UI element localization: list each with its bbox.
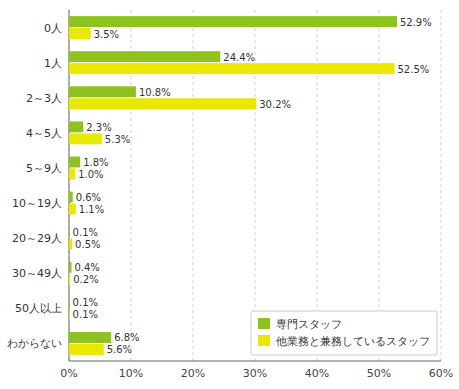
bar: [69, 309, 70, 320]
y-tick-label: 5～9人: [26, 162, 62, 175]
grid: [69, 10, 441, 361]
bar: [69, 168, 75, 179]
data-label: 5.3%: [105, 134, 130, 145]
x-tick-label: 20%: [181, 367, 205, 380]
bar: [69, 297, 70, 308]
y-axis-line: [69, 10, 70, 361]
bar: [69, 86, 136, 97]
data-label: 52.5%: [398, 64, 430, 75]
x-tick-label: 40%: [305, 367, 329, 380]
data-label: 52.9%: [400, 17, 432, 28]
data-label: 0.6%: [76, 192, 101, 203]
grid-line: [131, 10, 132, 361]
y-tick-label: 2～3人: [26, 92, 62, 105]
data-label: 3.5%: [94, 29, 119, 40]
bar: [69, 157, 80, 168]
grid-line: [317, 10, 318, 361]
y-tick-label: 30～49人: [12, 267, 62, 280]
grid-line: [69, 10, 70, 361]
data-label: 0.1%: [73, 309, 98, 320]
data-label: 30.2%: [259, 99, 291, 110]
data-label: 0.5%: [75, 239, 100, 250]
x-tick-label: 0%: [60, 367, 77, 380]
y-tick-label: 1人: [44, 57, 62, 70]
bar: [69, 16, 397, 27]
bar: [69, 121, 83, 132]
data-label: 6.8%: [114, 332, 139, 343]
data-label: 2.3%: [86, 122, 111, 133]
bar: [69, 51, 220, 62]
bars: [69, 16, 397, 355]
data-label: 0.1%: [73, 227, 98, 238]
data-label: 0.2%: [73, 274, 98, 285]
grid-line: [441, 10, 442, 361]
data-label: 0.1%: [73, 297, 98, 308]
data-label: 24.4%: [223, 52, 255, 63]
x-tick-label: 60%: [429, 367, 453, 380]
bar: [69, 98, 256, 109]
bar: [69, 63, 395, 74]
grid-line: [193, 10, 194, 361]
legend-swatch: [258, 318, 270, 329]
bar: [69, 204, 76, 215]
legend-label: 専門スタッフ: [276, 318, 342, 331]
data-label: 1.0%: [78, 169, 103, 180]
data-label: 5.6%: [107, 344, 132, 355]
legend: 専門スタッフ他業務と兼務しているスタッフ: [251, 311, 437, 355]
bar: [69, 262, 71, 273]
legend-label: 他業務と兼務しているスタッフ: [276, 335, 430, 348]
y-tick-label: 10～19人: [12, 197, 62, 210]
bar: [69, 344, 104, 355]
bar: [69, 227, 70, 238]
data-label: 1.8%: [83, 157, 108, 168]
data-label: 0.4%: [74, 262, 99, 273]
chart: 0% 10% 20% 30% 40% 50% 60% 52.9% 3.5% 24.4% 52.5% 1…: [0, 0, 459, 389]
grid-line: [379, 10, 380, 361]
bar: [69, 192, 73, 203]
bar: [69, 332, 111, 343]
data-labels: 52.9% 3.5% 24.4% 52.5% 10.8% 30.2% 2.3%5.3% 1.8…: [73, 17, 432, 356]
data-label: 10.8%: [139, 87, 171, 98]
y-tick-label: わからない: [7, 337, 62, 350]
bar: [69, 274, 70, 285]
y-tick-label: 20～29人: [12, 232, 62, 245]
x-axis-line: [69, 361, 441, 362]
y-tick-label: 4～5人: [26, 127, 62, 140]
x-tick-label: 50%: [367, 367, 391, 380]
y-tick-label: 0人: [44, 22, 62, 35]
bar: [69, 133, 102, 144]
legend-swatch: [258, 335, 270, 346]
bar: [69, 239, 72, 250]
x-tick-label: 30%: [243, 367, 267, 380]
bar: [69, 28, 91, 39]
data-label: 1.1%: [79, 204, 104, 215]
legend-box: [251, 311, 437, 355]
y-tick-label: 50人以上: [15, 302, 62, 315]
x-tick-label: 10%: [119, 367, 143, 380]
